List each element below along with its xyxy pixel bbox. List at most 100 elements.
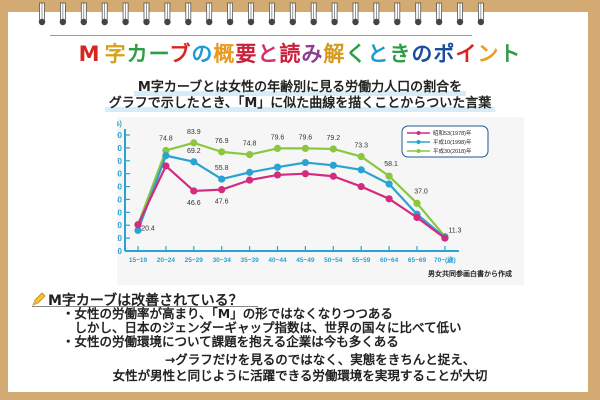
svg-text:60: 60 (117, 170, 123, 179)
ring-icon (164, 2, 171, 26)
ring-icon (477, 2, 485, 26)
data-label: 74.8 (243, 141, 257, 148)
title-char: 字 (104, 42, 127, 66)
data-label: 83.9 (187, 129, 201, 136)
svg-text:20: 20 (117, 221, 123, 230)
subtitle-line-1: M字カーブとは女性の年齢別に見る労働力人口の割合を (133, 80, 467, 96)
ring-icon (185, 2, 192, 26)
conclusion: →グラフだけを見るのではなく、実態をきちんと捉え、 女性が男性と同じように活躍で… (0, 352, 600, 384)
ring-icon (394, 2, 401, 26)
data-label: 55.8 (215, 165, 229, 172)
ring-icon (122, 2, 129, 26)
series-line (134, 162, 449, 242)
svg-text:20~24: 20~24 (157, 257, 176, 264)
section-heading-text: M字カーブは改善されている？ (48, 293, 243, 309)
data-label: 11.3 (448, 227, 461, 234)
page-title: M 字カーブの概要と読み解くときのポイント (0, 38, 600, 68)
svg-text:70~(歳): 70~(歳) (434, 255, 456, 264)
title-char: と (257, 42, 280, 66)
ring-icon (352, 2, 359, 26)
ring-icon (289, 2, 296, 26)
title-char: ー (148, 42, 170, 66)
title-char: 解 (323, 42, 346, 66)
svg-text:40: 40 (117, 195, 123, 204)
svg-text:35~39: 35~39 (240, 257, 259, 264)
pencil-icon (32, 292, 46, 310)
ring-icon (143, 2, 150, 26)
svg-text:30: 30 (117, 208, 123, 217)
svg-text:30~34: 30~34 (213, 257, 232, 264)
chart-source: 男女共同参画白書から作成 (428, 270, 512, 278)
subtitle: M字カーブとは女性の年齢別に見る労働力人口の割合を グラフで示したとき、「M」に… (0, 80, 600, 112)
ring-icon (373, 2, 380, 26)
ring-icon (247, 2, 255, 26)
svg-text:15~19: 15~19 (129, 257, 148, 264)
title-char: の (411, 42, 434, 66)
conclusion-line-1: →グラフだけを見るのではなく、実態をきちんと捉え、 (164, 352, 476, 367)
svg-text:65~69: 65~69 (408, 257, 427, 264)
conclusion-line-2: 女性が男性と同じように活躍できる労働環境を実現することが大切 (112, 368, 488, 383)
data-label: 79.6 (299, 134, 313, 141)
svg-text:25~29: 25~29 (185, 257, 204, 264)
data-label: 74.8 (159, 135, 173, 142)
svg-text:10: 10 (117, 234, 123, 243)
svg-text:(%): (%) (117, 121, 122, 128)
title-char: ン (477, 42, 500, 66)
title-char: 概 (213, 42, 236, 66)
series-line (134, 139, 449, 241)
data-label: 73.3 (354, 143, 368, 150)
ring-icon (268, 2, 276, 26)
bullet-item: しかし、日本のジェンダーギャップ指数は、世界の国々に比べて低い (62, 320, 462, 335)
title-char: カ (126, 42, 149, 66)
svg-text:昭和53(1978)年: 昭和53(1978)年 (433, 129, 472, 137)
ring-icon (415, 2, 422, 26)
ring-icon (59, 2, 67, 26)
data-label: 37.0 (414, 188, 428, 195)
svg-text:80: 80 (117, 144, 123, 153)
bullet-item: ・女性の労働率が高まり、「M」の形ではなくなりつつある (62, 306, 393, 321)
ring-icon (80, 2, 88, 26)
section-rule (32, 306, 258, 307)
data-label: 46.6 (187, 200, 201, 207)
chart-panel: (%) 0 10 20 30 40 50 60 70 80 90 15~19 20~24 25~29 30~… (117, 117, 524, 285)
data-label: 69.2 (187, 148, 201, 155)
section-heading: M字カーブは改善されている？ (32, 290, 243, 310)
data-label: 79.6 (271, 134, 285, 141)
ring-icon (435, 2, 443, 26)
title-char: イ (455, 42, 478, 66)
ring-icon (206, 2, 213, 26)
svg-text:平成10(1998)年: 平成10(1998)年 (433, 138, 472, 146)
m-curve-line-chart: (%) 0 10 20 30 40 50 60 70 80 90 15~19 20~24 25~29 30~… (117, 121, 489, 264)
title-char: き (389, 42, 412, 66)
svg-text:45~49: 45~49 (296, 257, 315, 264)
title-char: ブ (169, 42, 192, 66)
svg-text:平成30(2018)年: 平成30(2018)年 (433, 147, 472, 155)
ring-icon (101, 2, 108, 26)
svg-text:60~64: 60~64 (380, 257, 399, 264)
series-line (134, 152, 449, 242)
svg-text:40~44: 40~44 (268, 257, 287, 264)
title-char: ポ (433, 42, 456, 66)
title-char: ト (499, 42, 522, 66)
ring-icon (456, 2, 464, 26)
ring-icon (310, 2, 317, 26)
svg-text:50~54: 50~54 (324, 257, 343, 264)
data-label: 58.1 (384, 161, 398, 168)
svg-text:55~59: 55~59 (352, 257, 371, 264)
bullet-list: ・女性の労働率が高まり、「M」の形ではなくなりつつある しかし、日本のジェンダー… (62, 307, 462, 349)
svg-text:0: 0 (118, 247, 123, 256)
ring-icon (331, 2, 338, 26)
data-label: 20.4 (141, 226, 155, 233)
bullet-item: ・女性の労働環境について課題を抱える企業は今も多くある (62, 334, 399, 349)
data-label: 47.6 (215, 199, 229, 206)
svg-text:70: 70 (117, 157, 123, 166)
subtitle-line-2: グラフで示したとき、「M」に似た曲線を描くことからついた言葉 (104, 96, 496, 112)
data-label: 76.9 (215, 138, 229, 145)
title-char: 要 (235, 42, 258, 66)
title-char: み (301, 42, 324, 66)
svg-text:50: 50 (117, 183, 123, 192)
title-rule (50, 35, 472, 36)
title-char: 読 (279, 42, 302, 66)
title-char: の (191, 42, 214, 66)
